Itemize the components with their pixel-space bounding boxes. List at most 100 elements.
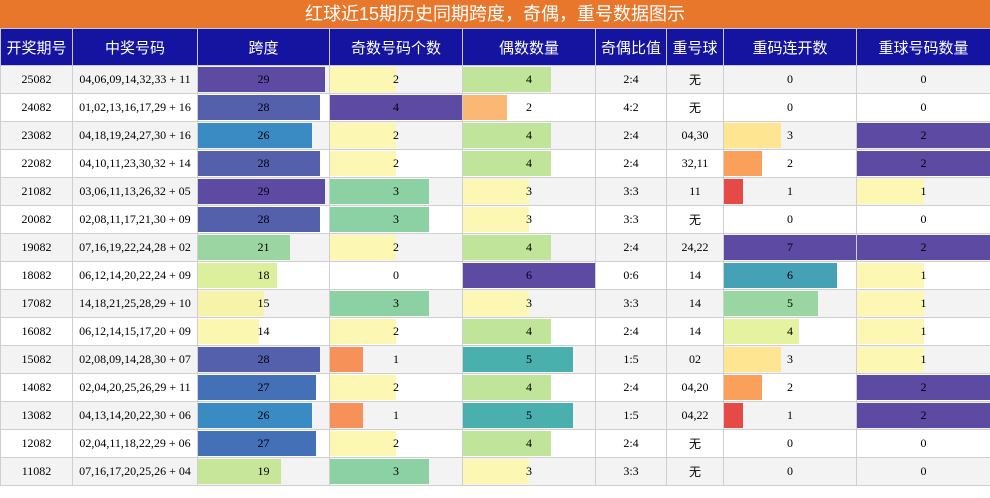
even-count-cell: 3 [462,289,596,318]
even-count-cell: 5 [462,345,596,374]
value-bar [330,375,396,400]
span-cell-value: 14 [257,324,270,338]
repeat-count-cell: 1 [856,317,990,346]
span-cell: 27 [197,373,330,402]
issue-cell-value: 21082 [21,184,52,198]
value-bar [724,319,800,344]
issue-cell: 22082 [0,149,73,178]
repeat-consecutive-cell-value: 3 [787,352,793,366]
table-row: 15082 02,08,09,14,28,30 + 07 28 1 5 1:5 02 3 1 [0,345,990,374]
table-row: 14082 02,04,20,25,26,29 + 11 27 2 4 2:4 04,20 2… [0,373,990,402]
odd-count-cell-value: 3 [393,296,399,310]
ratio-cell: 1:5 [595,345,667,374]
repeat-count-cell-value: 1 [920,296,927,310]
repeat-consecutive-cell-value: 2 [787,380,793,394]
ratio-cell-value: 2:4 [623,380,639,394]
numbers-cell-value: 02,08,09,14,28,30 + 07 [79,352,191,366]
even-count-cell: 4 [462,149,596,178]
repeat-count-cell-value: 1 [920,184,927,198]
header-span: 跨度 [197,28,330,66]
even-count-cell-value: 4 [526,240,532,254]
numbers-cell: 06,12,14,15,17,20 + 09 [72,317,198,346]
numbers-cell: 04,18,19,24,27,30 + 16 [72,121,198,150]
ratio-cell-value: 1:5 [623,408,639,422]
header-ratio: 奇偶比值 [595,28,667,66]
even-count-cell: 4 [462,317,596,346]
repeat-consecutive-cell: 2 [723,149,857,178]
value-bar [463,291,529,316]
value-bar [463,347,573,372]
issue-cell-value: 24082 [21,100,52,114]
repeat-count-cell-value: 1 [920,268,927,282]
header-repeat-balls: 重号球 [666,28,724,66]
span-cell: 27 [197,429,330,458]
value-bar [724,151,762,176]
issue-cell: 12082 [0,429,73,458]
span-cell: 14 [197,317,330,346]
repeat-balls-cell-value: 14 [689,296,701,310]
repeat-balls-cell-value: 无 [688,213,701,227]
even-count-cell-value: 4 [526,156,532,170]
value-bar [857,291,924,316]
value-bar [463,67,551,92]
value-bar [330,431,396,456]
repeat-balls-cell: 无 [666,205,724,234]
span-cell: 28 [197,205,330,234]
even-count-cell-value: 6 [526,268,532,282]
repeat-count-cell-value: 0 [920,72,927,86]
value-bar [724,403,743,428]
ratio-cell-value: 3:3 [623,184,639,198]
odd-count-cell: 0 [329,261,463,290]
numbers-cell: 01,02,13,16,17,29 + 16 [72,93,198,122]
repeat-consecutive-cell: 0 [723,93,857,122]
span-cell: 19 [197,457,330,486]
issue-cell: 17082 [0,289,73,318]
numbers-cell: 07,16,19,22,24,28 + 02 [72,233,198,262]
odd-count-cell: 2 [329,373,463,402]
odd-count-cell-value: 2 [393,128,399,142]
ratio-cell-value: 3:3 [623,212,639,226]
value-bar [724,235,856,260]
repeat-consecutive-cell-value: 1 [787,408,793,422]
ratio-cell-value: 3:3 [623,464,639,478]
value-bar [857,235,990,260]
numbers-cell-value: 14,18,21,25,28,29 + 10 [79,296,191,310]
span-cell: 15 [197,289,330,318]
repeat-balls-cell: 14 [666,289,724,318]
repeat-consecutive-cell: 0 [723,429,857,458]
odd-count-cell: 3 [329,289,463,318]
odd-count-cell-value: 3 [393,184,399,198]
value-bar [463,95,507,120]
table-row: 22082 04,10,11,23,30,32 + 14 28 2 4 2:4 32,11 2… [0,149,990,178]
ratio-cell: 3:3 [595,177,667,206]
odd-count-cell-value: 3 [393,212,399,226]
header-numbers: 中奖号码 [72,28,198,66]
even-count-cell: 3 [462,177,596,206]
issue-cell-value: 15082 [21,352,52,366]
value-bar [198,235,290,260]
repeat-consecutive-cell-value: 6 [787,268,793,282]
repeat-count-cell: 2 [856,233,990,262]
value-bar [724,179,743,204]
ratio-cell-value: 2:4 [623,324,639,338]
odd-count-cell: 1 [329,401,463,430]
span-cell: 28 [197,149,330,178]
chart-title: 红球近15期历史同期跨度，奇偶，重号数据图示 [0,0,990,28]
odd-count-cell-value: 2 [393,380,399,394]
ratio-cell-value: 2:4 [623,72,639,86]
odd-count-cell: 2 [329,121,463,150]
odd-count-cell-value: 2 [393,240,399,254]
repeat-count-cell: 2 [856,121,990,150]
issue-cell: 20082 [0,205,73,234]
repeat-balls-cell: 04,30 [666,121,724,150]
ratio-cell: 0:6 [595,261,667,290]
value-bar [330,403,363,428]
repeat-count-cell-value: 2 [920,156,927,170]
value-bar [198,347,321,372]
issue-cell: 16082 [0,317,73,346]
span-cell: 28 [197,345,330,374]
numbers-cell: 02,08,11,17,21,30 + 09 [72,205,198,234]
repeat-count-cell: 0 [856,429,990,458]
repeat-balls-cell: 无 [666,457,724,486]
repeat-balls-cell-value: 32,11 [681,156,709,170]
